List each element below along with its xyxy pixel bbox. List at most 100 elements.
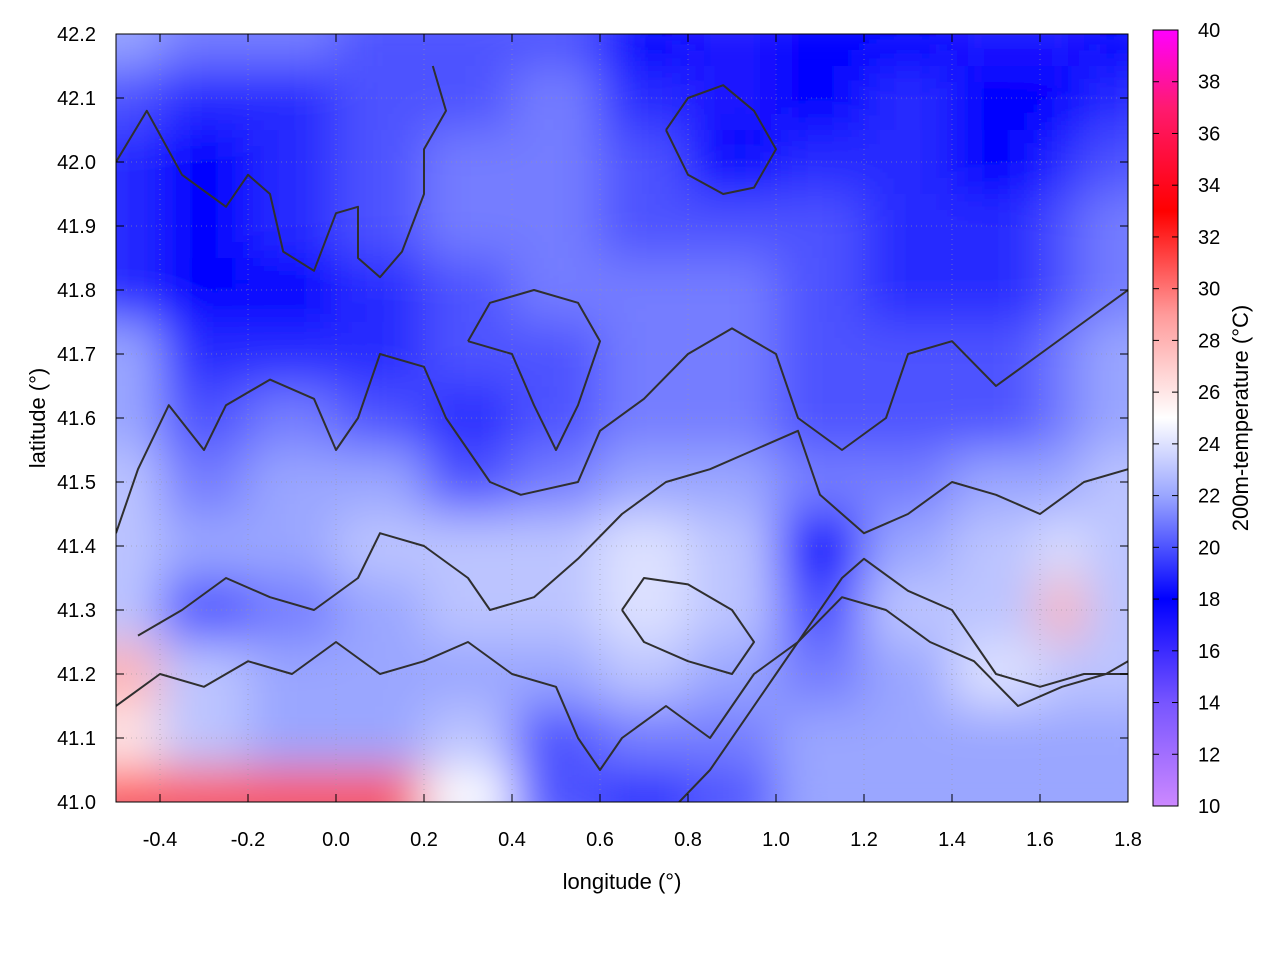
x-axis-ticks: -0.4 -0.2 0.0 0.2 0.4 0.6 0.8 1.0 1.2 1.4 1.6 1.8 [143,34,1142,851]
x-tick-label: 1.2 [850,829,878,851]
heatmap-cell [600,322,688,386]
contour-line [137,429,1128,637]
contour-line [621,577,755,675]
heatmap-cell [160,34,248,66]
colorbar-tick-label: 20 [1198,537,1220,559]
x-tick-label: 0.6 [586,829,614,851]
heatmap-cell [336,386,424,450]
y-tick-label: 41.3 [57,600,96,622]
contour-line [467,289,601,451]
y-tick-label: 41.5 [57,472,96,494]
heatmap-cell [688,770,776,802]
heatmap-cell [864,34,952,66]
heatmap-cell [864,642,952,706]
colorbar-tick-label: 40 [1198,20,1220,42]
heatmap-cell [336,66,424,130]
heatmap-cell [336,130,424,194]
x-axis-label: longitude (°) [563,869,682,894]
heatmap-cell [864,386,952,450]
heatmap-cell [116,770,160,802]
heatmap-cell [336,578,424,642]
colorbar-tick-label: 32 [1198,227,1220,249]
y-tick-label: 42.1 [57,88,96,110]
heatmap-cell [776,514,864,578]
x-tick-label: 1.0 [762,829,790,851]
heatmap-cell [776,386,864,450]
heatmap-cell [160,66,248,130]
y-tick-label: 41.1 [57,728,96,750]
contour-line [116,65,447,279]
colorbar-tick-label: 10 [1198,796,1220,818]
heatmap-cell [336,706,424,770]
heatmap-cell [424,514,512,578]
heatmap-cell [160,194,248,258]
heatmap-cell [424,770,512,802]
x-tick-label: 0.4 [498,829,526,851]
x-tick-label: 1.6 [1026,829,1054,851]
heatmap-cell [424,578,512,642]
colorbar [1152,29,1179,807]
heatmap-cell [160,130,248,194]
colorbar-tick-label: 22 [1198,486,1220,508]
contour-line [665,84,777,195]
heatmap-cell [160,642,248,706]
y-tick-label: 41.0 [57,792,96,814]
colorbar-tick-label: 16 [1198,641,1220,663]
heatmap-cell [336,450,424,514]
heatmap-cell [336,770,424,802]
colorbar-label: 200m-temperature (°C) [1228,305,1253,531]
heatmap-cell [160,770,248,802]
heatmap-cell [424,386,512,450]
heatmap-cell [864,258,952,322]
heatmap-cell [248,770,336,802]
y-tick-label: 42.2 [57,24,96,46]
colorbar-tick-label: 12 [1198,744,1220,766]
heatmap-cell [600,578,688,642]
heatmap-cell [864,770,952,802]
x-tick-label: 0.2 [410,829,438,851]
heatmap-cell [864,514,952,578]
heatmap-cell [776,34,864,66]
x-tick-label: 1.8 [1114,829,1142,851]
heatmap-cell [600,514,688,578]
heatmap-cell [776,258,864,322]
colorbar-tick-label: 34 [1198,175,1220,197]
heatmap-cell [688,34,776,66]
heatmap-cell [600,34,688,66]
heatmap-cell [160,258,248,322]
heatmap-cell [424,450,512,514]
heatmap-cell [600,642,688,706]
heatmap-cell [512,34,600,66]
heatmap-cell [776,642,864,706]
contour-line [116,596,1128,771]
x-tick-label: -0.2 [231,829,265,851]
heatmap-cell [336,258,424,322]
heatmap-cell [864,66,952,130]
colorbar-tick-label: 24 [1198,434,1220,456]
colorbar-tick-label: 30 [1198,279,1220,301]
heatmap-cell [600,706,688,770]
heatmap-cell [424,194,512,258]
x-tick-label: 0.0 [322,829,350,851]
heatmap-cell [424,66,512,130]
contour-lines [116,65,1128,802]
y-tick-label: 41.9 [57,216,96,238]
heatmap-cell [776,130,864,194]
heatmap-cell [336,514,424,578]
y-tick-label: 42.0 [57,152,96,174]
heatmap-cell [864,706,952,770]
heatmap-cell [776,322,864,386]
heatmap-cell [600,194,688,258]
y-tick-label: 41.4 [57,536,96,558]
heatmap-cell [776,450,864,514]
heatmap-cell [1084,34,1128,66]
heatmap-cell [600,770,688,802]
heatmap-cell [424,130,512,194]
y-axis-label: latitude (°) [25,368,50,469]
heatmap-cell [776,770,864,802]
heatmap-cell [424,322,512,386]
colorbar-tick-label: 14 [1198,693,1220,715]
heatmap-cell [600,130,688,194]
heatmap-cell [160,578,248,642]
